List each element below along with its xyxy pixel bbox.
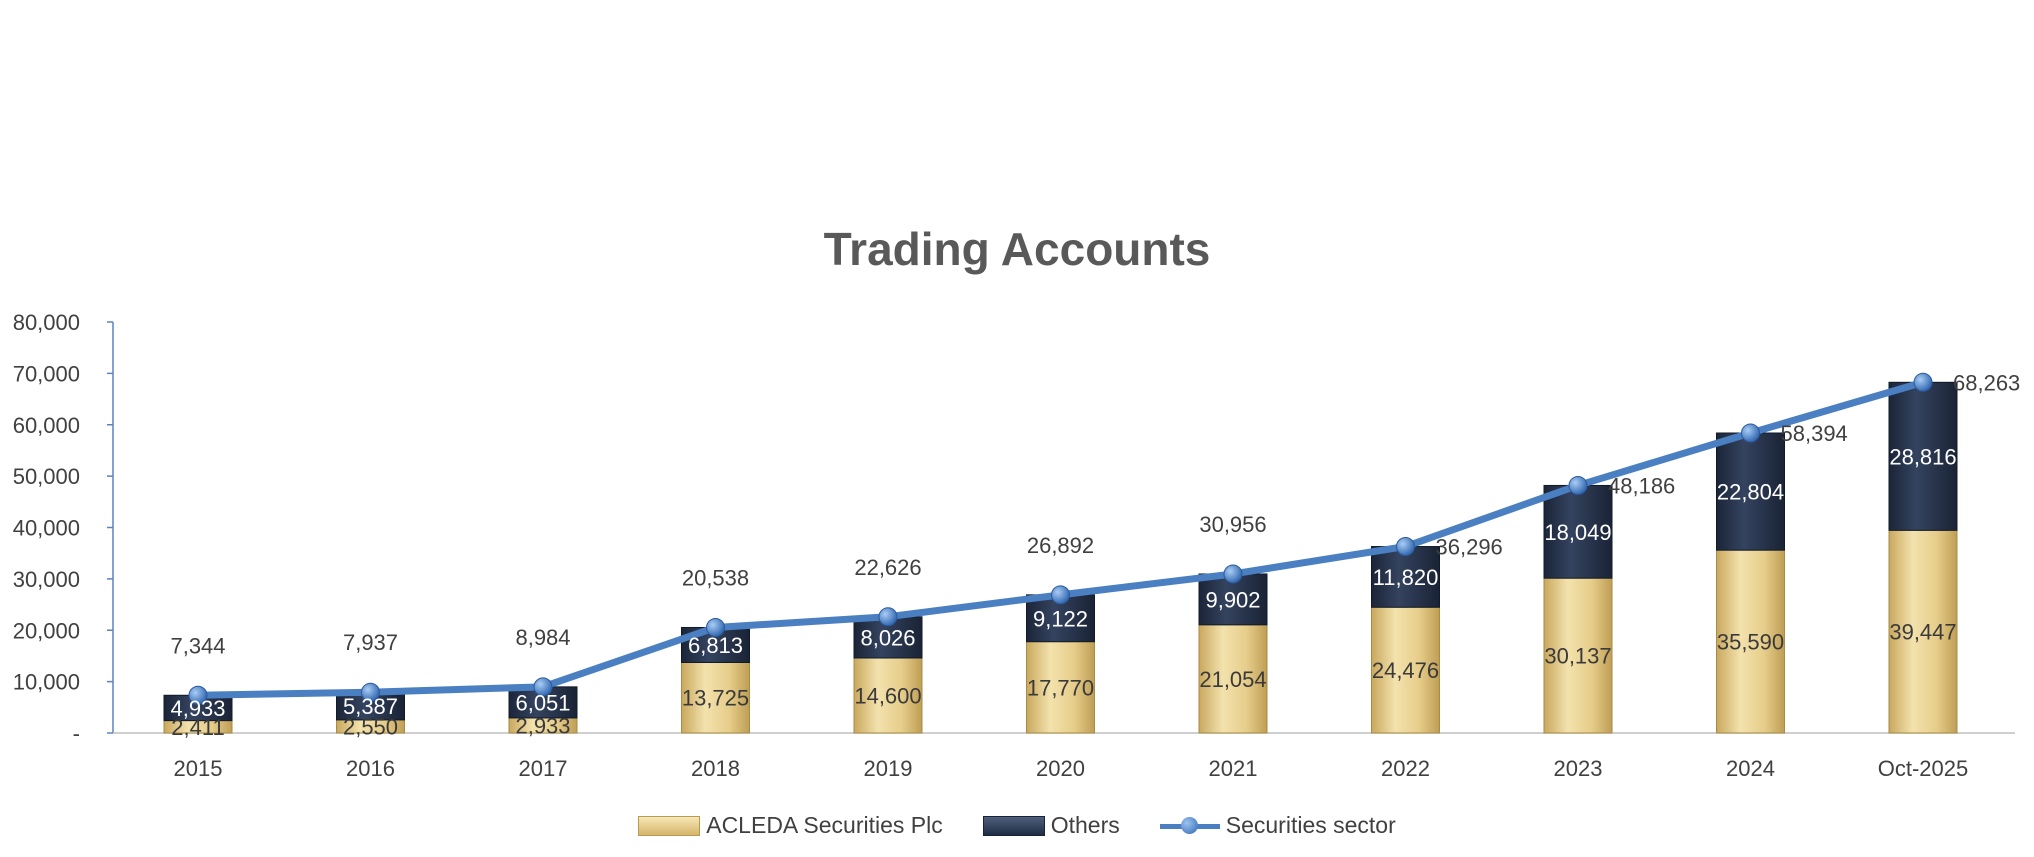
bar-acleda [1198, 624, 1268, 734]
y-tick-label: 80,000 [13, 310, 80, 335]
x-tick-label: 2023 [1554, 756, 1603, 781]
legend-item-acleda: ACLEDA Securities Plc [638, 812, 943, 839]
data-label-acleda: 39,447 [1889, 620, 1956, 645]
securities-sector-marker [1396, 537, 1415, 557]
data-label-others: 6,813 [688, 633, 743, 658]
legend-label-acleda: ACLEDA Securities Plc [706, 812, 943, 838]
securities-sector-marker [1568, 475, 1588, 495]
bar-acleda [681, 661, 750, 734]
securities-sector-marker [188, 685, 208, 705]
data-label-securities-sector: 22,626 [854, 555, 921, 580]
y-tick-label: 10,000 [13, 670, 80, 695]
x-tick-label: 2020 [1036, 756, 1085, 781]
data-label-acleda: 13,725 [682, 686, 749, 711]
bar-acleda [1543, 577, 1613, 734]
data-label-securities-sector: 20,538 [682, 565, 749, 590]
data-label-securities-sector: 58,394 [1781, 421, 1848, 446]
data-label-acleda: 2,933 [515, 713, 570, 738]
legend-item-others: Others [982, 812, 1120, 839]
data-label-others: 28,816 [1889, 444, 1956, 469]
data-label-others: 9,902 [1205, 587, 1260, 612]
y-tick-label: 50,000 [13, 464, 80, 489]
data-label-acleda: 35,590 [1717, 630, 1784, 655]
data-label-securities-sector: 8,984 [515, 625, 570, 650]
y-tick-label: 30,000 [13, 567, 80, 592]
data-label-securities-sector: 26,892 [1027, 533, 1094, 558]
y-tick-label: - [73, 721, 80, 746]
chart-title: Trading Accounts [823, 223, 1211, 275]
data-label-securities-sector: 48,186 [1608, 473, 1675, 498]
y-tick-label: 40,000 [13, 516, 80, 541]
data-label-acleda: 2,411 [171, 715, 224, 740]
data-label-acleda: 24,476 [1372, 658, 1439, 683]
data-label-others: 9,122 [1033, 606, 1088, 631]
securities-sector-marker [1741, 423, 1760, 443]
bar-acleda [1026, 641, 1095, 734]
x-tick-label: 2021 [1209, 756, 1258, 781]
data-label-others: 8,026 [860, 625, 915, 650]
data-label-acleda: 17,770 [1027, 675, 1094, 700]
y-tick-label: 70,000 [13, 361, 80, 386]
y-tick-label: 20,000 [13, 618, 80, 643]
legend-label-others: Others [1050, 812, 1120, 838]
data-label-others: 4,933 [170, 696, 225, 721]
bar-acleda [853, 657, 923, 734]
x-tick-label: Oct-2025 [1878, 756, 1969, 781]
securities-sector-marker [1223, 564, 1243, 584]
data-label-securities-sector: 7,344 [170, 633, 225, 658]
securities-sector-marker [878, 607, 898, 627]
data-label-others: 11,820 [1373, 565, 1439, 590]
bar-others [1888, 381, 1958, 531]
legend-swatch-securities-sector [1159, 816, 1220, 835]
legend-item-securities-sector: Securities sector [1159, 812, 1396, 839]
x-tick-label: 2019 [864, 756, 913, 781]
data-label-securities-sector: 30,956 [1199, 512, 1266, 537]
data-label-acleda: 2,550 [343, 714, 398, 739]
x-tick-label: 2018 [691, 756, 740, 781]
securities-sector-marker [706, 617, 725, 637]
legend-label-securities-sector: Securities sector [1225, 812, 1396, 838]
bar-others [1371, 546, 1440, 608]
data-label-acleda: 14,600 [854, 683, 921, 708]
data-label-acleda: 21,054 [1199, 667, 1266, 692]
bar-others [1716, 432, 1785, 551]
data-label-others: 18,049 [1544, 520, 1611, 545]
data-label-securities-sector: 36,296 [1436, 535, 1503, 560]
data-label-securities-sector: 68,263 [1953, 370, 2020, 395]
legend-swatch-acleda [638, 815, 701, 836]
data-label-others: 5,387 [343, 694, 398, 719]
x-tick-label: 2017 [519, 756, 568, 781]
data-label-others: 22,804 [1717, 480, 1784, 505]
x-tick-label: 2016 [346, 756, 395, 781]
legend: ACLEDA Securities Plc Others Securities … [0, 812, 2034, 839]
x-tick-label: 2024 [1726, 756, 1775, 781]
data-label-securities-sector: 7,937 [343, 630, 398, 655]
legend-swatch-others [982, 815, 1045, 836]
securities-sector-marker [361, 682, 380, 702]
data-label-others: 6,051 [515, 690, 570, 715]
securities-sector-marker [1051, 585, 1070, 605]
securities-sector-marker [1913, 372, 1933, 392]
data-label-acleda: 30,137 [1544, 644, 1611, 669]
x-tick-label: 2015 [174, 756, 223, 781]
securities-sector-marker [533, 677, 553, 697]
x-tick-label: 2022 [1381, 756, 1430, 781]
bar-acleda [1888, 529, 1958, 734]
y-tick-label: 60,000 [13, 413, 80, 438]
